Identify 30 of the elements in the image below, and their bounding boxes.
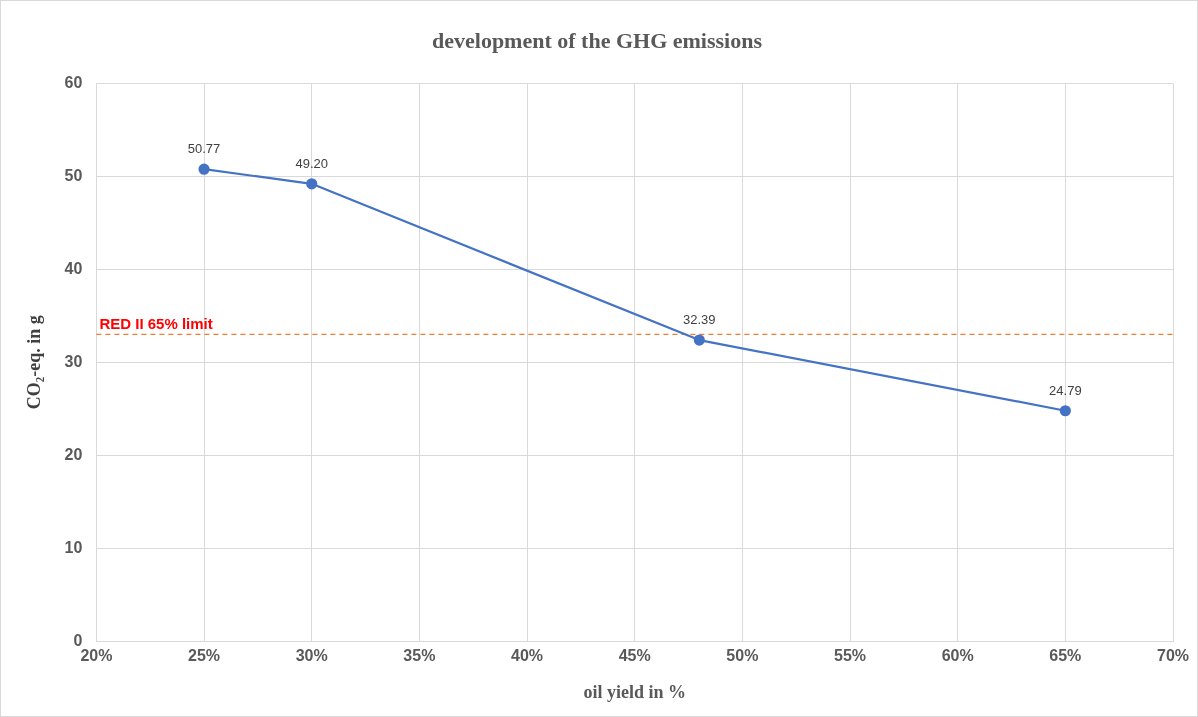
point xyxy=(693,334,705,346)
x-tick-label: 55% xyxy=(834,647,867,665)
y-tick-label: 50 xyxy=(64,166,83,184)
data-label: 50.77 xyxy=(187,141,221,157)
chart-title: development of the GHG emissions xyxy=(432,27,763,53)
data-label: 32.39 xyxy=(683,312,716,328)
y-tick-label: 20 xyxy=(64,445,83,463)
y-tick-label: 40 xyxy=(64,259,83,277)
x-axis-title: oil yield in % xyxy=(583,681,686,702)
x-tick-label: 25% xyxy=(188,647,221,665)
x-tick-label: 50% xyxy=(726,647,759,665)
y-tick-label: 30 xyxy=(64,352,83,370)
x-tick-label: 30% xyxy=(295,647,328,665)
x-tick-label: 65% xyxy=(1049,647,1082,665)
x-tick-label: 35% xyxy=(403,647,436,665)
x-tick-label: 60% xyxy=(941,647,974,665)
data-label: 24.79 xyxy=(1049,382,1082,398)
x-tick-label: 45% xyxy=(618,647,651,665)
x-tick-label: 20% xyxy=(80,647,113,665)
y-tick-label: 0 xyxy=(73,631,83,649)
ref-line-label: RED II 65% limit xyxy=(99,315,213,333)
x-tick-label: 70% xyxy=(1156,647,1190,665)
y-tick-label: 60 xyxy=(64,73,83,91)
point xyxy=(306,178,318,190)
x-tick-label: 40% xyxy=(511,647,544,665)
point xyxy=(1059,405,1071,417)
point xyxy=(198,163,210,175)
y-tick-label: 10 xyxy=(64,538,83,556)
y-axis-title: CO₂-eq. in g xyxy=(24,315,45,410)
data-label: 49.20 xyxy=(295,155,328,171)
